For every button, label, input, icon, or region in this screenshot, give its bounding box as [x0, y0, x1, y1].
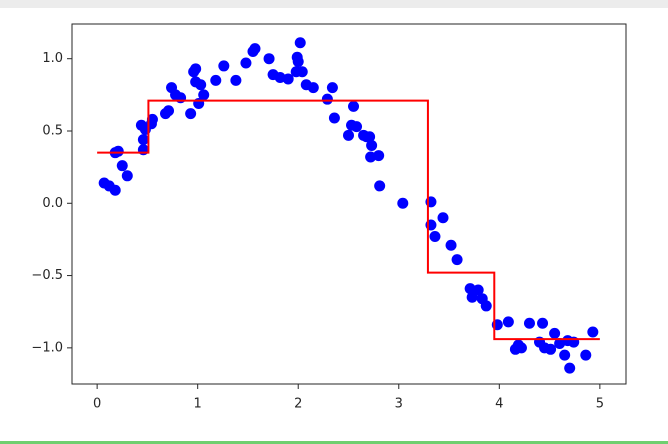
scatter-point	[587, 326, 599, 338]
scatter-point	[137, 134, 149, 146]
y-tick-label: 0.5	[42, 123, 63, 138]
scatter-point	[116, 160, 128, 172]
scatter-point	[437, 212, 449, 224]
scatter-point	[351, 121, 363, 133]
scatter-point	[249, 43, 261, 55]
scatter-point	[342, 129, 354, 141]
x-tick-label: 0	[93, 397, 101, 412]
scatter-point	[292, 56, 304, 68]
plot-frame	[71, 23, 627, 385]
scatter-point	[364, 131, 376, 143]
scatter-point	[564, 362, 576, 374]
scatter-point	[195, 79, 207, 91]
scatter-point	[515, 342, 527, 354]
bottom-bar	[0, 441, 668, 444]
y-tick-label: 0.0	[42, 196, 63, 211]
scatter-point	[240, 57, 252, 69]
scatter-point	[559, 349, 571, 361]
scatter-point	[374, 180, 386, 192]
scatter-point	[549, 327, 561, 339]
scatter-point	[121, 170, 133, 182]
scatter-point	[230, 74, 242, 86]
y-tick-label: −1.0	[31, 340, 63, 355]
scatter-point	[185, 108, 197, 120]
step-line	[97, 99, 600, 341]
scatter-point	[146, 113, 158, 125]
scatter-point	[397, 197, 409, 209]
scatter-point	[210, 74, 222, 86]
scatter-point	[326, 82, 338, 94]
scatter-point	[190, 63, 202, 75]
scatter-point	[282, 73, 294, 85]
scatter-point	[545, 343, 557, 355]
scatter-point	[537, 317, 549, 329]
scatter-point	[366, 139, 378, 151]
x-tick-label: 3	[395, 397, 403, 412]
scatter-point	[429, 231, 441, 243]
scatter-point	[502, 316, 514, 328]
scatter-point	[348, 100, 360, 112]
y-tick-label: −0.5	[31, 268, 63, 283]
scatter-point	[263, 53, 275, 65]
scatter-point	[294, 37, 306, 49]
scatter-point	[163, 105, 175, 117]
scatter-point	[472, 284, 484, 296]
x-tick-label: 1	[194, 397, 202, 412]
scatter-point	[328, 112, 340, 124]
y-tick-label: 1.0	[42, 51, 63, 66]
scatter-point	[445, 239, 457, 251]
scatter-point	[307, 82, 319, 94]
scatter-point	[373, 150, 385, 162]
scatter-point	[321, 93, 333, 105]
scatter-point	[198, 89, 210, 101]
scatter-point	[466, 291, 478, 303]
scatter-point	[296, 66, 308, 78]
scatter-point	[451, 254, 463, 266]
scatter-point	[112, 145, 124, 157]
x-tick-label: 5	[596, 397, 604, 412]
x-tick-label: 2	[294, 397, 302, 412]
scatter-point	[109, 184, 121, 196]
scatter-point	[523, 317, 535, 329]
scatter-point	[480, 300, 492, 312]
x-tick-label: 4	[495, 397, 503, 412]
scatter-point	[218, 60, 230, 72]
scatter-point	[580, 349, 592, 361]
top-bar	[0, 0, 668, 8]
